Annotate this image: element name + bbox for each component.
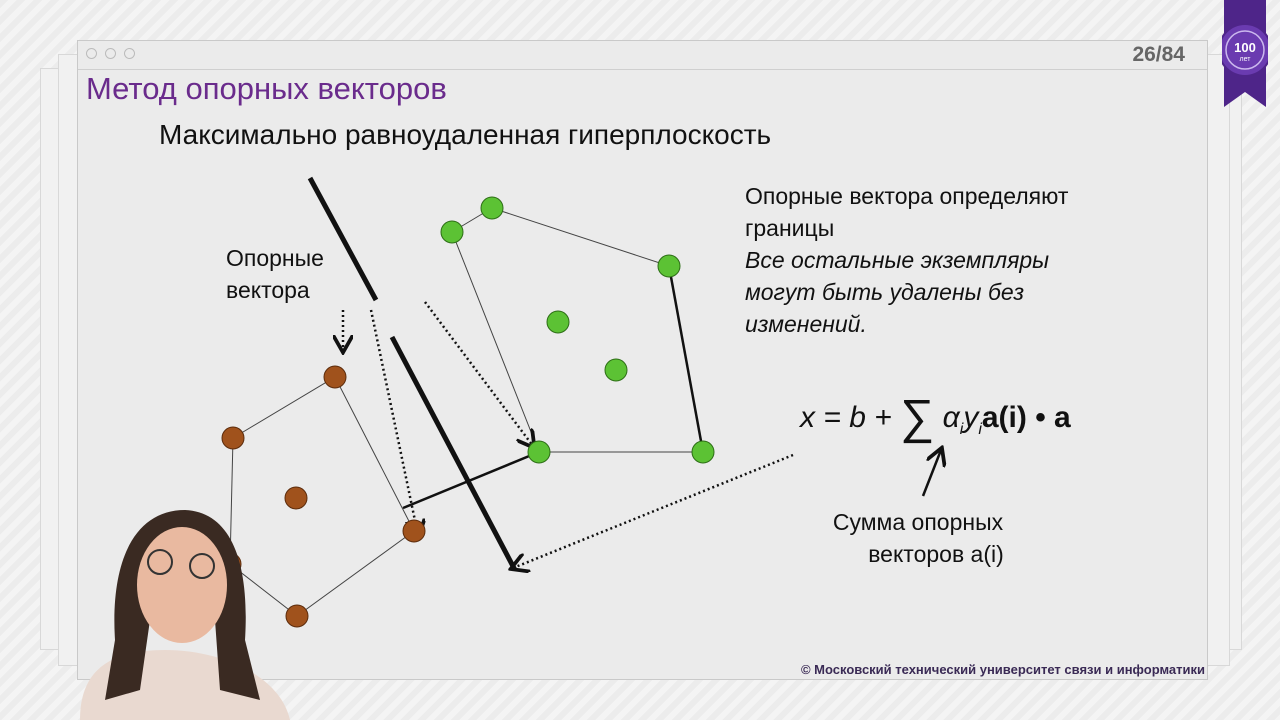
- dotted-arrow: [424, 301, 533, 446]
- presenter-video: [80, 510, 290, 720]
- formula-lhs: x = b +: [800, 401, 901, 434]
- slide-titlebar: 26/84: [78, 41, 1207, 70]
- brown-point: [285, 604, 309, 628]
- subscript: i: [959, 421, 964, 438]
- label-line: вектора: [226, 277, 310, 303]
- y: y: [963, 401, 979, 434]
- brown-point: [221, 426, 245, 450]
- green-point: [527, 440, 551, 464]
- dotted-arrow: [369, 309, 418, 535]
- italic-line: изменений.: [745, 311, 867, 337]
- brown-point: [284, 486, 308, 510]
- window-dot: [105, 48, 116, 59]
- text-line: границы: [745, 215, 835, 241]
- window-dot: [124, 48, 135, 59]
- alpha: α: [942, 401, 960, 434]
- sum-arrow: [921, 450, 941, 497]
- window-dot: [86, 48, 97, 59]
- green-point: [546, 310, 570, 334]
- badge-number: 100: [1234, 40, 1256, 55]
- brown-point: [323, 365, 347, 389]
- green-point: [480, 196, 504, 220]
- slide-title: Метод опорных векторов: [86, 71, 447, 106]
- copyright-footer: © Московский технический университет свя…: [800, 662, 1205, 677]
- text-line: Опорные вектора определяют: [745, 183, 1069, 209]
- badge-word: лет: [1240, 56, 1252, 63]
- margin-line: [402, 450, 540, 510]
- brown-point: [402, 519, 426, 543]
- dotted-arrow: [513, 453, 794, 568]
- hyperplane-line: [389, 335, 518, 572]
- support-vectors-label: Опорные вектора: [226, 242, 324, 306]
- green-point: [604, 358, 628, 382]
- sum-caption: Сумма опорных векторов a(i): [818, 506, 1018, 570]
- green-margin-edge: [667, 265, 705, 453]
- caption-line: Сумма опорных: [832, 509, 1004, 535]
- sum-symbol: ∑: [900, 391, 935, 444]
- slide: 26/84 Метод опорных векторов Максимально…: [77, 40, 1208, 680]
- italic-line: могут быть удалены без: [745, 279, 1025, 305]
- formula: x = b + ∑ αiyia(i) • a: [800, 390, 1071, 445]
- green-point: [657, 254, 681, 278]
- green-point: [440, 220, 464, 244]
- green-point: [691, 440, 715, 464]
- page-counter: 26/84: [1132, 43, 1185, 66]
- hyperplane-line: [307, 176, 379, 302]
- right-text: Опорные вектора определяют границы Все о…: [745, 180, 1068, 340]
- caption-line: векторов a(i): [868, 541, 1004, 567]
- label-line: Опорные: [226, 245, 324, 271]
- green-hull: [451, 207, 704, 453]
- formula-term: a(i) • a: [981, 401, 1071, 434]
- subscript: i: [978, 421, 982, 438]
- anniversary-badge: 100 лет: [1222, 0, 1268, 107]
- slide-subtitle: Максимально равноудаленная гиперплоскост…: [159, 119, 772, 150]
- italic-line: Все остальные экземпляры: [745, 247, 1050, 273]
